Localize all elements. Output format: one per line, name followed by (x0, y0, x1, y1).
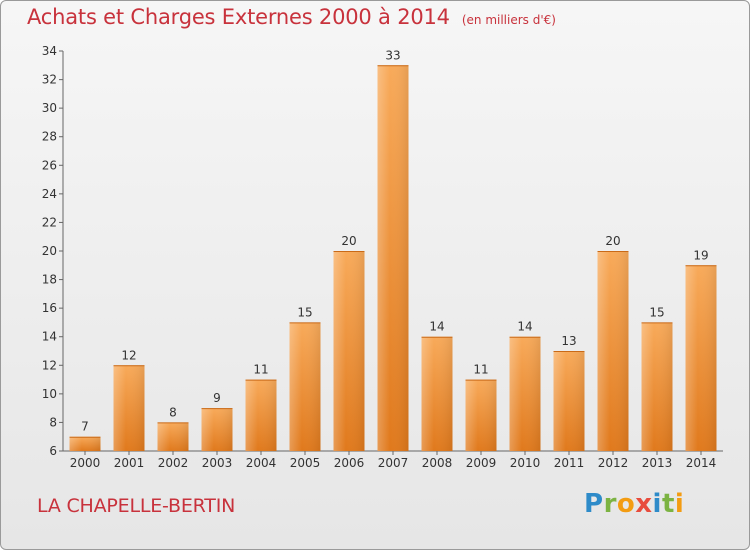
data-label-2007: 33 (385, 48, 400, 62)
bar-shade-2007 (377, 65, 409, 452)
data-labels: 7 12 8 9 11 15 20 33 14 11 14 13 20 15 19 (81, 48, 708, 433)
x-tick-label-2001: 2001 (114, 456, 145, 470)
bar-shade-2013 (641, 322, 673, 451)
bar-shade-2011 (553, 351, 585, 451)
y-tick-label: 26 (42, 158, 57, 172)
data-label-2012: 20 (605, 234, 620, 248)
proxiti-logo: Proxiti (584, 489, 684, 519)
bars (69, 65, 717, 452)
y-tick-label: 20 (42, 244, 57, 258)
bar-shade-2004 (245, 379, 277, 451)
logo-letter: i (652, 489, 662, 519)
x-tick-label-2003: 2003 (202, 456, 233, 470)
bar-shade-2014 (685, 265, 717, 451)
x-tick-label-2005: 2005 (290, 456, 321, 470)
axes: 6 8 10 12 14 16 18 20 22 24 26 28 30 32 34 2000 2001 2002… (42, 44, 723, 470)
x-tick-label-2000: 2000 (70, 456, 101, 470)
logo-letter: t (661, 489, 675, 519)
x-tick-label-2006: 2006 (334, 456, 365, 470)
y-tick-label: 34 (42, 44, 57, 58)
bar-shade-2000 (69, 436, 101, 451)
y-tick-label: 6 (49, 444, 57, 458)
y-tick-label: 28 (42, 130, 57, 144)
chart-title-text: Achats et Charges Externes 2000 à 2014 (27, 5, 450, 29)
data-label-2014: 19 (693, 248, 708, 262)
y-tick-label: 8 (49, 415, 57, 429)
x-tick-label-2002: 2002 (158, 456, 189, 470)
data-label-2010: 14 (517, 320, 532, 334)
bar-shade-2002 (157, 422, 189, 451)
data-label-2008: 14 (429, 320, 444, 334)
bar-shade-2006 (333, 251, 365, 451)
x-tick-label-2011: 2011 (554, 456, 585, 470)
x-tick-label-2009: 2009 (466, 456, 497, 470)
logo-letter: o (616, 489, 636, 519)
y-tick-label: 18 (42, 273, 57, 287)
y-tick-label: 24 (42, 187, 57, 201)
y-tick-label: 22 (42, 215, 57, 229)
x-tick-label-2012: 2012 (598, 456, 629, 470)
y-tick-label: 32 (42, 73, 57, 87)
x-tick-label-2014: 2014 (686, 456, 717, 470)
y-tick-label: 30 (42, 101, 57, 115)
x-tick-label-2008: 2008 (422, 456, 453, 470)
bar-shade-2010 (509, 336, 541, 451)
data-label-2002: 8 (169, 405, 177, 419)
logo-letter: i (674, 489, 685, 519)
logo-letter: x (635, 489, 653, 519)
y-tick-label: 12 (42, 358, 57, 372)
data-label-2001: 12 (121, 348, 136, 362)
x-tick-label-2004: 2004 (246, 456, 277, 470)
data-label-2013: 15 (649, 305, 664, 319)
y-tick-label: 10 (42, 387, 57, 401)
bar-shade-2009 (465, 379, 497, 451)
bar-shade-2005 (289, 322, 321, 451)
data-label-2003: 9 (213, 391, 221, 405)
bar-shade-2008 (421, 336, 453, 451)
logo-letter: r (603, 489, 617, 519)
logo-letter: P (584, 489, 604, 519)
data-label-2004: 11 (253, 363, 268, 377)
y-tick-label: 16 (42, 301, 57, 315)
y-tick-label: 14 (42, 330, 57, 344)
commune-name: LA CHAPELLE-BERTIN (37, 495, 236, 517)
bar-shade-2003 (201, 408, 233, 451)
bar-shade-2001 (113, 365, 145, 451)
bar-shade-2012 (597, 251, 629, 451)
data-label-2005: 15 (297, 305, 312, 319)
chart-unit: (en milliers d'€) (461, 13, 556, 27)
x-tick-label-2010: 2010 (510, 456, 541, 470)
chart-title: Achats et Charges Externes 2000 à 2014 (e… (27, 5, 556, 29)
data-label-2011: 13 (561, 334, 576, 348)
x-tick-label-2007: 2007 (378, 456, 409, 470)
x-tick-label-2013: 2013 (642, 456, 673, 470)
data-label-2006: 20 (341, 234, 356, 248)
data-label-2000: 7 (81, 420, 89, 434)
data-label-2009: 11 (473, 363, 488, 377)
